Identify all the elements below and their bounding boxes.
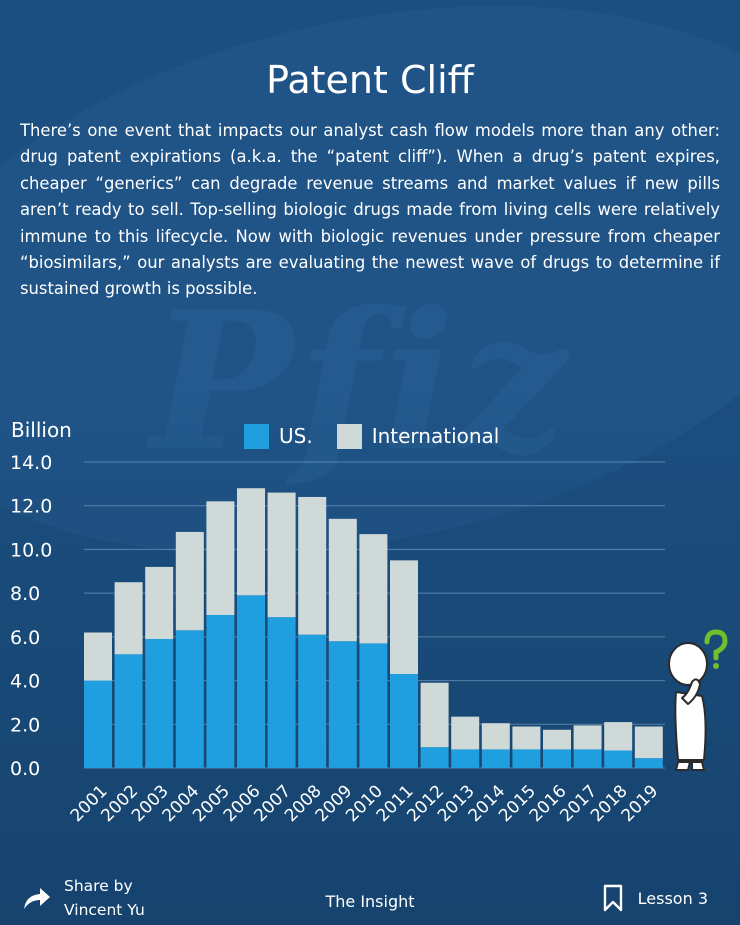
bar-international-2001 bbox=[84, 632, 112, 681]
chart-legend: US. International bbox=[244, 422, 499, 450]
bar-international-2007 bbox=[267, 492, 296, 618]
bar-international-2003 bbox=[145, 566, 174, 640]
legend-label-us: US. bbox=[279, 424, 313, 448]
bar-us-2003 bbox=[145, 639, 174, 768]
bar-us-2019 bbox=[634, 758, 663, 768]
bar-international-2011 bbox=[390, 560, 418, 675]
y-tick-label: 0.0 bbox=[10, 758, 40, 780]
thinking-person-icon bbox=[668, 642, 708, 771]
bar-us-2010 bbox=[359, 643, 388, 768]
page-title: Patent Cliff bbox=[266, 58, 474, 102]
bar-international-2016 bbox=[543, 729, 571, 750]
share-credit-line2: Vincent Yu bbox=[64, 901, 145, 919]
bar-international-2012 bbox=[420, 682, 449, 748]
bar-us-2008 bbox=[298, 634, 327, 768]
share-arrow-icon bbox=[24, 888, 50, 909]
y-tick-label: 2.0 bbox=[10, 714, 40, 736]
y-tick-label: 4.0 bbox=[10, 671, 40, 693]
thinking-figure-illustration bbox=[668, 629, 728, 771]
bar-international-2019 bbox=[634, 726, 663, 759]
bar-us-2018 bbox=[604, 750, 633, 768]
y-tick-label: 12.0 bbox=[10, 496, 52, 518]
bar-international-2005 bbox=[206, 501, 235, 615]
bar-us-2002 bbox=[114, 654, 143, 768]
question-mark-icon bbox=[704, 629, 728, 669]
bar-international-2009 bbox=[328, 518, 357, 642]
bar-international-2010 bbox=[359, 534, 388, 644]
bar-us-2015 bbox=[512, 749, 541, 768]
bar-us-2001 bbox=[84, 680, 112, 768]
bar-international-2015 bbox=[512, 726, 541, 750]
x-axis-ticks: 2001200220032004200520062007200820092010… bbox=[67, 781, 663, 826]
y-axis-label: Billion bbox=[11, 418, 72, 442]
bar-us-2006 bbox=[237, 595, 265, 768]
y-tick-label: 14.0 bbox=[10, 452, 52, 474]
bar-us-2017 bbox=[573, 749, 602, 768]
bar-international-2017 bbox=[573, 725, 602, 750]
lesson-bookmark[interactable]: Lesson 3 bbox=[602, 884, 708, 912]
chart-bars bbox=[84, 488, 663, 768]
bar-international-2008 bbox=[298, 496, 327, 635]
bar-us-2011 bbox=[390, 674, 418, 768]
share-credit[interactable]: Share by Vincent Yu bbox=[22, 874, 145, 922]
x-tick-label: 2019 bbox=[618, 781, 663, 826]
bar-international-2006 bbox=[237, 488, 265, 596]
legend-label-international: International bbox=[371, 424, 500, 448]
bar-us-2014 bbox=[481, 749, 510, 768]
y-axis-ticks: 0.0 2.0 4.0 6.0 8.0 10.0 12.0 14.0 bbox=[10, 452, 52, 780]
y-tick-label: 8.0 bbox=[10, 583, 40, 605]
bar-us-2013 bbox=[451, 749, 480, 768]
bookmark-icon bbox=[603, 884, 622, 912]
stacked-bar-chart: 0.0 2.0 4.0 6.0 8.0 10.0 12.0 14.0 200120022003… bbox=[10, 452, 728, 826]
bar-us-2009 bbox=[328, 641, 357, 768]
share-credit-line1: Share by bbox=[64, 877, 133, 895]
bar-international-2013 bbox=[451, 716, 480, 750]
bar-us-2004 bbox=[175, 630, 204, 768]
bar-international-2004 bbox=[175, 531, 204, 631]
footer-brand: The Insight bbox=[325, 892, 415, 911]
share-credit-text: Share by Vincent Yu bbox=[64, 874, 145, 922]
lesson-label: Lesson 3 bbox=[637, 888, 708, 908]
bar-us-2005 bbox=[206, 615, 235, 768]
bar-us-2012 bbox=[420, 747, 449, 768]
bar-us-2016 bbox=[543, 749, 571, 768]
legend-swatch-international bbox=[336, 423, 362, 449]
bar-international-2002 bbox=[114, 582, 143, 655]
y-tick-label: 10.0 bbox=[10, 539, 52, 561]
y-tick-label: 6.0 bbox=[10, 627, 40, 649]
intro-paragraph: There’s one event that impacts our analy… bbox=[20, 121, 720, 299]
bar-international-2018 bbox=[604, 722, 633, 751]
legend-swatch-us bbox=[244, 423, 269, 449]
bar-us-2007 bbox=[267, 617, 296, 768]
bar-international-2014 bbox=[481, 723, 510, 750]
